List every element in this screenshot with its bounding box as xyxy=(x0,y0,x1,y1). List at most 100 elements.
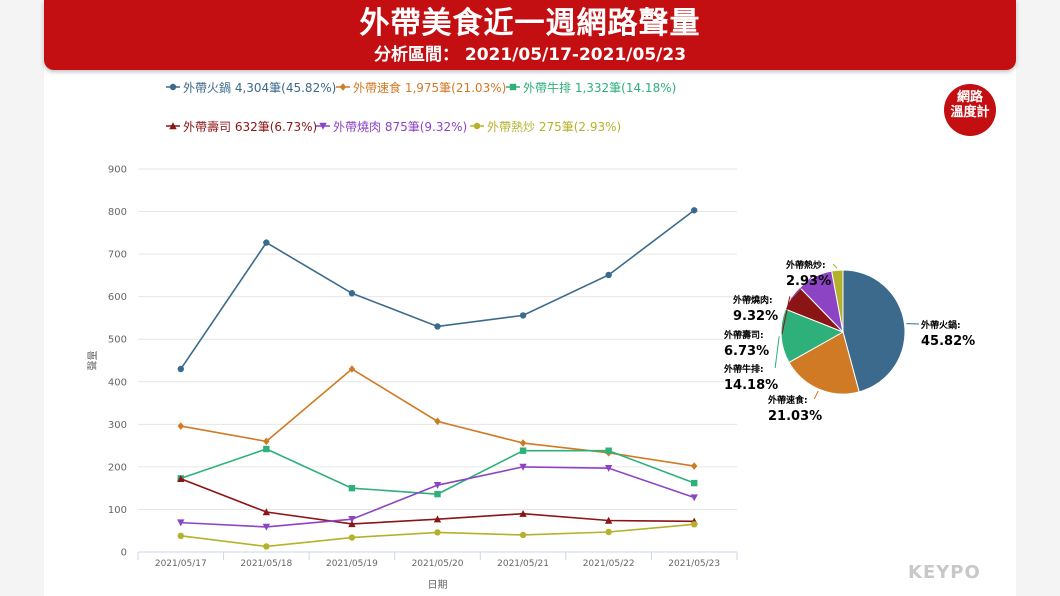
pie-slice xyxy=(842,269,906,393)
data-point xyxy=(605,271,612,279)
data-point xyxy=(519,447,527,454)
data-point xyxy=(690,494,698,502)
legend-item[interactable]: 外帶速食 1,975筆(21.03%) xyxy=(336,78,506,96)
data-point xyxy=(519,463,527,471)
y-tick-label: 200 xyxy=(108,462,127,473)
legend-marker xyxy=(473,122,481,130)
pie-label-percent: 14.18% xyxy=(724,378,778,393)
data-point xyxy=(691,479,698,487)
pie-label-percent: 21.03% xyxy=(768,409,822,424)
data-point xyxy=(433,481,442,489)
x-axis-label: 日期 xyxy=(428,579,448,591)
data-point xyxy=(177,475,185,483)
legend-label: 外帶速食 1,975筆(21.03%) xyxy=(353,80,507,95)
x-tick-label: 2021/05/22 xyxy=(583,559,635,569)
pie-label-name: 外帶牛排: xyxy=(723,363,764,375)
legend-marker-icon xyxy=(506,83,520,91)
data-point xyxy=(691,207,698,214)
data-point xyxy=(177,532,184,540)
y-tick-label: 0 xyxy=(121,548,127,559)
legend-item[interactable]: 外帶壽司 632筆(6.73%) xyxy=(166,117,317,135)
data-point xyxy=(262,523,271,531)
data-point xyxy=(604,516,613,524)
pie-label-name: 外帶熱炒: xyxy=(785,259,826,271)
data-point xyxy=(434,323,441,330)
y-axis-label: 聲量 xyxy=(86,351,99,371)
legend-label: 外帶火鍋 4,304筆(45.82%) xyxy=(183,80,337,95)
data-point xyxy=(691,462,698,470)
data-point xyxy=(434,490,441,498)
y-tick-label: 300 xyxy=(108,420,127,431)
legend-marker-icon xyxy=(336,83,350,91)
data-point xyxy=(263,239,270,246)
y-tick-label: 700 xyxy=(108,250,127,261)
pie-label-percent: 9.32% xyxy=(733,309,778,324)
legend-marker xyxy=(339,83,347,91)
data-point xyxy=(348,520,356,528)
y-tick-label: 500 xyxy=(108,335,127,346)
data-point xyxy=(519,510,527,517)
legend-marker-icon xyxy=(316,122,330,130)
legend-marker-icon xyxy=(166,122,180,130)
y-tick-label: 900 xyxy=(108,165,127,176)
page-title: 外帶美食近一週網路聲量 xyxy=(359,6,701,41)
legend-marker-icon xyxy=(470,122,484,130)
data-point xyxy=(434,529,441,536)
y-tick-label: 400 xyxy=(108,377,127,388)
legend-label: 外帶燒肉 875筆(9.32%) xyxy=(333,119,468,134)
pie-label-percent: 6.73% xyxy=(724,344,769,359)
data-point xyxy=(263,543,270,550)
pie-slice xyxy=(780,308,845,364)
data-point xyxy=(519,531,527,539)
data-point xyxy=(434,417,441,426)
data-point xyxy=(691,521,698,528)
legend-label: 外帶壽司 632筆(6.73%) xyxy=(183,119,318,134)
legend-item[interactable]: 外帶牛排 1,332筆(14.18%) xyxy=(506,78,676,96)
data-point xyxy=(519,439,527,447)
pie-label-name: 外帶燒肉: xyxy=(732,294,773,306)
x-tick-label: 2021/05/20 xyxy=(412,559,464,569)
legend-item[interactable]: 外帶熱炒 275筆(2.93%) xyxy=(470,117,621,135)
y-tick-label: 800 xyxy=(108,207,127,218)
pie-label-name: 外帶壽司: xyxy=(723,329,764,341)
y-tick-label: 100 xyxy=(108,505,127,516)
pie-label-percent: 2.93% xyxy=(786,274,831,289)
data-point xyxy=(177,519,185,527)
data-point xyxy=(433,515,442,523)
data-point xyxy=(263,445,270,453)
data-point xyxy=(263,437,270,446)
pie-slice xyxy=(831,269,844,333)
data-point xyxy=(177,365,184,373)
x-tick-label: 2021/05/19 xyxy=(326,559,378,569)
pie-slice xyxy=(788,331,860,395)
data-point xyxy=(519,312,527,319)
legend-marker-icon xyxy=(166,83,180,91)
data-point xyxy=(348,484,356,492)
legend-marker xyxy=(319,122,327,130)
x-tick-label: 2021/05/21 xyxy=(497,559,549,569)
legend-label: 外帶熱炒 275筆(2.93%) xyxy=(487,119,622,134)
legend-item[interactable]: 外帶燒肉 875筆(9.32%) xyxy=(316,117,467,135)
data-point xyxy=(348,534,356,541)
data-point xyxy=(348,516,356,523)
date-range-subtitle: 分析區間： 2021/05/17-2021/05/23 xyxy=(373,45,687,65)
pie-connector xyxy=(813,390,819,400)
pie-connector xyxy=(781,296,791,335)
x-tick-label: 2021/05/18 xyxy=(240,559,292,569)
data-point xyxy=(605,528,612,536)
pie-connector xyxy=(790,274,814,300)
pie-connector xyxy=(832,263,838,269)
keypo-logo: KEYPO xyxy=(908,562,981,583)
y-tick-label: 600 xyxy=(108,292,127,303)
data-point xyxy=(262,508,271,516)
legend-marker xyxy=(509,83,517,91)
legend-item[interactable]: 外帶火鍋 4,304筆(45.82%) xyxy=(166,78,336,96)
pie-label-percent: 45.82% xyxy=(921,334,975,349)
data-point xyxy=(348,365,356,373)
data-point xyxy=(605,447,612,454)
net-thermometer-logo: 網路 溫度計 xyxy=(944,84,996,136)
data-point xyxy=(604,464,613,472)
pie-connector xyxy=(774,336,780,369)
